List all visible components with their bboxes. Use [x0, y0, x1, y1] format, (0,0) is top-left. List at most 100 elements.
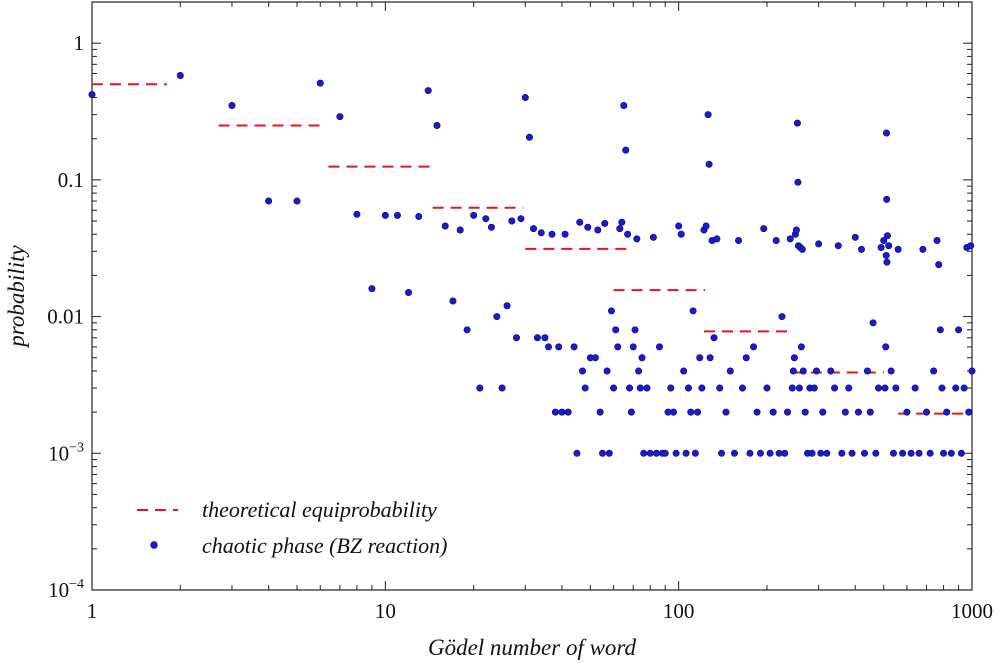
x-tick-label: 100: [663, 599, 695, 623]
data-point: [503, 302, 511, 310]
y-tick-label: 0.01: [47, 305, 84, 329]
x-tick-label: 1: [87, 599, 98, 623]
data-point: [866, 408, 874, 416]
data-point: [883, 258, 891, 266]
data-point: [880, 237, 888, 245]
data-point: [669, 408, 677, 416]
y-tick-label: 0.1: [58, 168, 84, 192]
data-point: [851, 233, 859, 241]
data-point: [817, 449, 825, 457]
data-point: [936, 326, 944, 334]
series-theoretical-equiprobability: [92, 83, 972, 415]
data-point: [525, 133, 533, 141]
data-point: [415, 212, 423, 220]
y-tick-label: 1: [74, 31, 85, 55]
data-point: [424, 87, 432, 95]
data-point: [638, 354, 646, 362]
legend: theoretical equiprobability chaotic phas…: [137, 497, 447, 558]
data-point: [622, 146, 630, 154]
y-tick-label-exponent: −4: [69, 577, 84, 592]
data-point: [952, 384, 960, 392]
data-point: [907, 449, 915, 457]
data-point: [726, 367, 734, 375]
data-point: [541, 334, 549, 342]
data-point: [629, 343, 637, 351]
data-point: [940, 449, 948, 457]
data-point: [919, 245, 927, 253]
data-point: [801, 408, 809, 416]
x-axis-label: Gödel number of word: [428, 635, 637, 660]
data-point: [746, 449, 754, 457]
data-point: [933, 237, 941, 245]
data-point: [869, 319, 877, 327]
data-point: [476, 384, 484, 392]
data-point: [794, 178, 802, 186]
data-point: [926, 449, 934, 457]
data-point: [863, 367, 871, 375]
series-chaotic-phase: [88, 71, 976, 457]
data-point: [614, 343, 622, 351]
data-point: [845, 384, 853, 392]
data-point: [545, 343, 553, 351]
data-point: [620, 101, 628, 109]
data-point: [957, 449, 965, 457]
data-point: [705, 160, 713, 168]
tick-marks: [91, 1, 972, 591]
y-tick-label-exponent: −3: [69, 440, 84, 455]
data-point: [854, 408, 862, 416]
data-point: [778, 313, 786, 321]
data-point: [923, 408, 931, 416]
data-point: [599, 449, 607, 457]
data-point: [823, 449, 831, 457]
data-point: [533, 334, 541, 342]
data-point: [578, 367, 586, 375]
data-point: [605, 449, 613, 457]
data-point: [508, 217, 516, 225]
data-point: [573, 449, 581, 457]
data-point: [882, 129, 890, 137]
data-point: [487, 223, 495, 231]
data-point: [555, 343, 563, 351]
data-point: [808, 449, 816, 457]
data-point: [766, 449, 774, 457]
data-point: [742, 354, 750, 362]
data-point: [713, 235, 721, 243]
data-point: [655, 343, 663, 351]
data-point: [696, 354, 704, 362]
data-point: [631, 326, 639, 334]
data-point: [716, 384, 724, 392]
data-point: [834, 242, 842, 250]
data-point: [548, 230, 556, 238]
data-point: [955, 326, 963, 334]
data-point: [449, 297, 457, 305]
data-point: [581, 384, 589, 392]
data-point: [612, 326, 620, 334]
data-point: [935, 261, 943, 269]
data-point: [882, 251, 890, 259]
data-point: [819, 408, 827, 416]
data-point: [672, 449, 680, 457]
legend-label-theory: theoretical equiprobability: [202, 497, 437, 522]
data-point: [789, 367, 797, 375]
data-point: [626, 384, 634, 392]
data-point: [718, 449, 726, 457]
data-point: [753, 408, 761, 416]
data-point: [687, 408, 695, 416]
data-point: [570, 343, 578, 351]
data-point: [677, 230, 685, 238]
data-point: [965, 408, 973, 416]
data-point: [887, 367, 895, 375]
data-point: [689, 307, 697, 315]
data-point: [405, 289, 413, 297]
data-point: [680, 367, 688, 375]
data-point: [691, 449, 699, 457]
data-point: [943, 408, 951, 416]
data-point: [911, 384, 919, 392]
data-point: [769, 408, 777, 416]
data-point: [649, 233, 657, 241]
data-point: [810, 384, 818, 392]
data-point: [706, 354, 714, 362]
data-point: [498, 384, 506, 392]
